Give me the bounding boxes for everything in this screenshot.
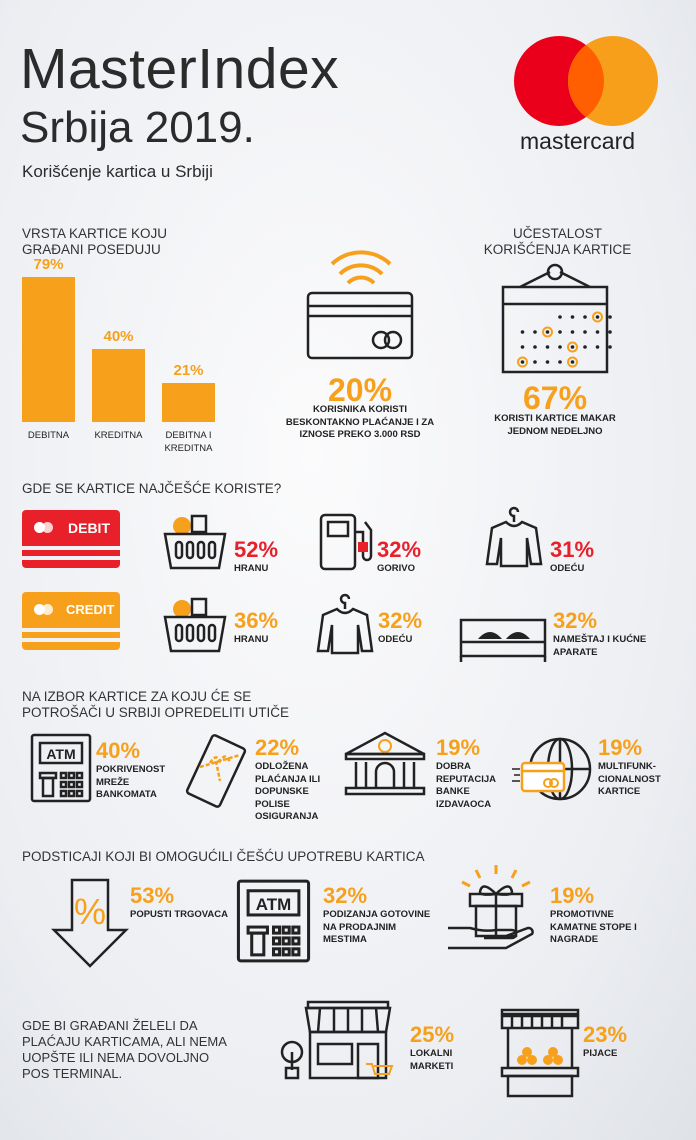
page-title: MasterIndex	[20, 37, 340, 101]
bed-icon	[458, 612, 548, 667]
debit-label: DEBIT	[68, 520, 110, 536]
discount-arrow-icon: %	[50, 878, 130, 973]
stat-value: 32%	[323, 883, 368, 908]
stat-value: 31%	[550, 537, 595, 562]
credit-label: CREDIT	[66, 602, 115, 617]
shop-icon	[280, 1000, 400, 1085]
bar-2	[162, 383, 215, 422]
bar-label: 40%	[103, 327, 134, 345]
svg-text:ATM: ATM	[46, 746, 75, 762]
stat-value: 23%	[583, 1022, 628, 1047]
usage-heading: GDE SE KARTICE NAJČEŠĆE KORISTE?	[22, 481, 282, 496]
basket-icon	[162, 595, 228, 658]
stat-label: HRANU	[234, 634, 269, 645]
calendar-icon	[501, 263, 612, 374]
stat-value: 32%	[377, 537, 422, 562]
stat-label: NAMEŠTAJ I KUĆNE APARATE	[553, 634, 647, 658]
stat-value: 32%	[553, 608, 598, 633]
stat-value: 36%	[234, 608, 279, 633]
stat-label: ODLOŽENA PLAĆANJA ILI DOPUNSKE POLISE OS…	[255, 761, 321, 822]
stat-label: DOBRA REPUTACIJA BANKE IZDAVAOCA	[436, 761, 496, 810]
stat-value: 25%	[410, 1022, 455, 1047]
globe-card-icon	[512, 735, 594, 810]
stat-label: HRANU	[234, 563, 269, 574]
tagline: Korišćenje kartica u Srbiji	[22, 162, 213, 181]
stat-value: 19%	[550, 883, 595, 908]
stat-label: LOKALNI MARKETI	[410, 1048, 454, 1072]
stat-label: PIJACE	[583, 1048, 618, 1059]
bar-category: KREDITNA	[94, 430, 143, 441]
frequency-value: 67%	[522, 380, 588, 416]
stat-label: POPUSTI TRGOVACA	[130, 909, 228, 920]
pos-heading: GDE BI GRAĐANI ŽELELI DA PLAĆAJU KARTICA…	[22, 1018, 227, 1081]
bar-category: DEBITNA	[27, 430, 70, 441]
basket-icon	[162, 512, 228, 575]
bank-icon	[342, 730, 428, 805]
atm-icon: ATM	[30, 733, 92, 808]
gift-card-icon	[184, 733, 247, 813]
atm-icon: ATM	[236, 876, 311, 971]
debit-card: DEBIT	[22, 510, 120, 570]
incentives-heading: PODSTICAJI KOJI BI OMOGUĆILI ČEŠĆU UPOTR…	[22, 849, 425, 864]
bar-1	[92, 348, 145, 422]
contactless-text: KORISNIKA KORISTI BESKONTAKNO PLAĆANJE I…	[285, 404, 435, 440]
bar-label: 79%	[33, 256, 64, 273]
shirt-icon	[484, 506, 544, 573]
svg-text:%: %	[74, 891, 106, 932]
choice-heading: NA IZBOR KARTICE ZA KOJU ĆE SE POTROŠAČI…	[22, 689, 290, 720]
stat-label: MULTIFUNK-CIONALNOST KARTICE	[598, 761, 661, 797]
stat-value: 22%	[255, 735, 300, 760]
frequency-heading: UČESTALOST KORIŠĆENJA KARTICE	[483, 226, 632, 257]
market-stall-icon	[498, 1008, 584, 1103]
stat-value: 19%	[598, 735, 643, 760]
card-types-heading: VRSTA KARTICE KOJU GRAĐANI POSEDUJU	[22, 226, 168, 257]
stat-label: PROMOTIVNE KAMATNE STOPE I NAGRADE	[550, 909, 637, 945]
contactless-value: 20%	[327, 372, 393, 408]
bar-0	[22, 277, 75, 422]
gift-hand-icon	[448, 862, 538, 957]
stat-value: 32%	[378, 608, 423, 633]
bar-category: DEBITNA I KREDITNA	[164, 430, 213, 454]
credit-card: CREDIT	[22, 592, 120, 652]
stat-value: 19%	[436, 735, 481, 760]
stat-label: PODIZANJA GOTOVINE NA PRODAJNIM MESTIMA	[323, 909, 431, 945]
page-subtitle: Srbija 2019.	[20, 103, 255, 152]
bar-label: 21%	[173, 362, 204, 380]
stat-label: ODEĆU	[378, 634, 413, 645]
stat-value: 53%	[130, 883, 175, 908]
mastercard-logo: mastercard	[512, 34, 662, 154]
stat-label: ODEĆU	[550, 563, 585, 574]
stat-label: POKRIVENOST MREŽE BANKOMATA	[96, 764, 166, 800]
stat-value: 52%	[234, 537, 279, 562]
contactless-card-icon	[306, 250, 414, 360]
logo-text: mastercard	[520, 128, 636, 154]
svg-text:ATM: ATM	[256, 895, 291, 914]
shirt-icon	[315, 593, 375, 660]
stat-label: GORIVO	[377, 563, 416, 574]
frequency-text: KORISTI KARTICE MAKAR JEDNOM NEDELJNO	[494, 413, 616, 437]
stat-value: 40%	[96, 738, 141, 763]
fuel-pump-icon	[318, 512, 374, 577]
